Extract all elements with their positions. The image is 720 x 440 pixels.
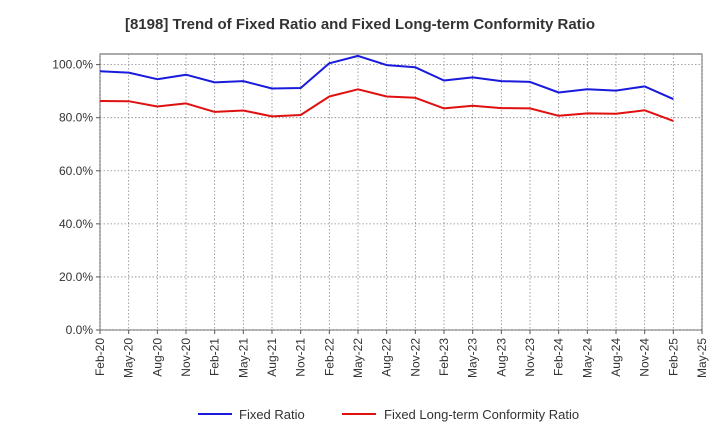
- legend-label: Fixed Long-term Conformity Ratio: [384, 407, 579, 422]
- x-tick-label: Nov-23: [523, 338, 537, 377]
- x-tick-label: Feb-23: [437, 338, 451, 376]
- y-tick-label: 60.0%: [59, 164, 93, 178]
- x-tick-label: May-23: [466, 338, 480, 378]
- x-tick-label: Nov-20: [179, 338, 193, 377]
- grid-layer: [99, 54, 703, 331]
- chart-title: [8198] Trend of Fixed Ratio and Fixed Lo…: [124, 16, 596, 33]
- x-tick-label: Aug-20: [150, 338, 164, 377]
- legend: Fixed Ratio Fixed Long-term Conformity Ra…: [198, 407, 579, 422]
- series-layer: [99, 54, 674, 122]
- y-tick-layer: 0.0% 20.0% 40.0% 60.0% 80.0% 100.0%: [52, 58, 100, 337]
- x-tick-label: Nov-22: [408, 338, 422, 377]
- y-tick-label: 0.0%: [66, 323, 94, 337]
- x-tick-label: May-25: [695, 338, 709, 378]
- series-line-fixed-ratio: [99, 54, 674, 101]
- x-tick-label: May-24: [580, 338, 594, 378]
- y-tick-label: 80.0%: [59, 111, 93, 125]
- x-tick-label: Feb-24: [552, 338, 566, 376]
- x-tick-label: Feb-21: [208, 338, 222, 376]
- x-tick-label: Aug-22: [380, 338, 394, 377]
- x-tick-label: Feb-25: [666, 338, 680, 376]
- x-tick-label: May-20: [122, 338, 136, 378]
- x-tick-label: Nov-24: [638, 338, 652, 377]
- y-tick-label: 40.0%: [59, 217, 93, 231]
- legend-label: Fixed Ratio: [239, 407, 305, 422]
- x-tick-label: Nov-21: [294, 338, 308, 377]
- x-tick-label: May-22: [351, 338, 365, 378]
- plot-area: [99, 53, 703, 331]
- x-tick-label: May-21: [236, 338, 250, 378]
- y-tick-label: 20.0%: [59, 270, 93, 284]
- series-line-fixed-long-term-conformity-ratio: [99, 88, 674, 122]
- y-tick-label: 100.0%: [52, 58, 93, 72]
- x-tick-label: Aug-21: [265, 338, 279, 377]
- x-tick-layer: Feb-20 May-20 Aug-20 Nov-20 Feb-21 May-21 Aug-…: [93, 330, 709, 378]
- x-tick-label: Aug-24: [609, 338, 623, 377]
- x-tick-label: Feb-20: [93, 338, 107, 376]
- x-tick-label: Feb-22: [322, 338, 336, 376]
- x-tick-label: Aug-23: [494, 338, 508, 377]
